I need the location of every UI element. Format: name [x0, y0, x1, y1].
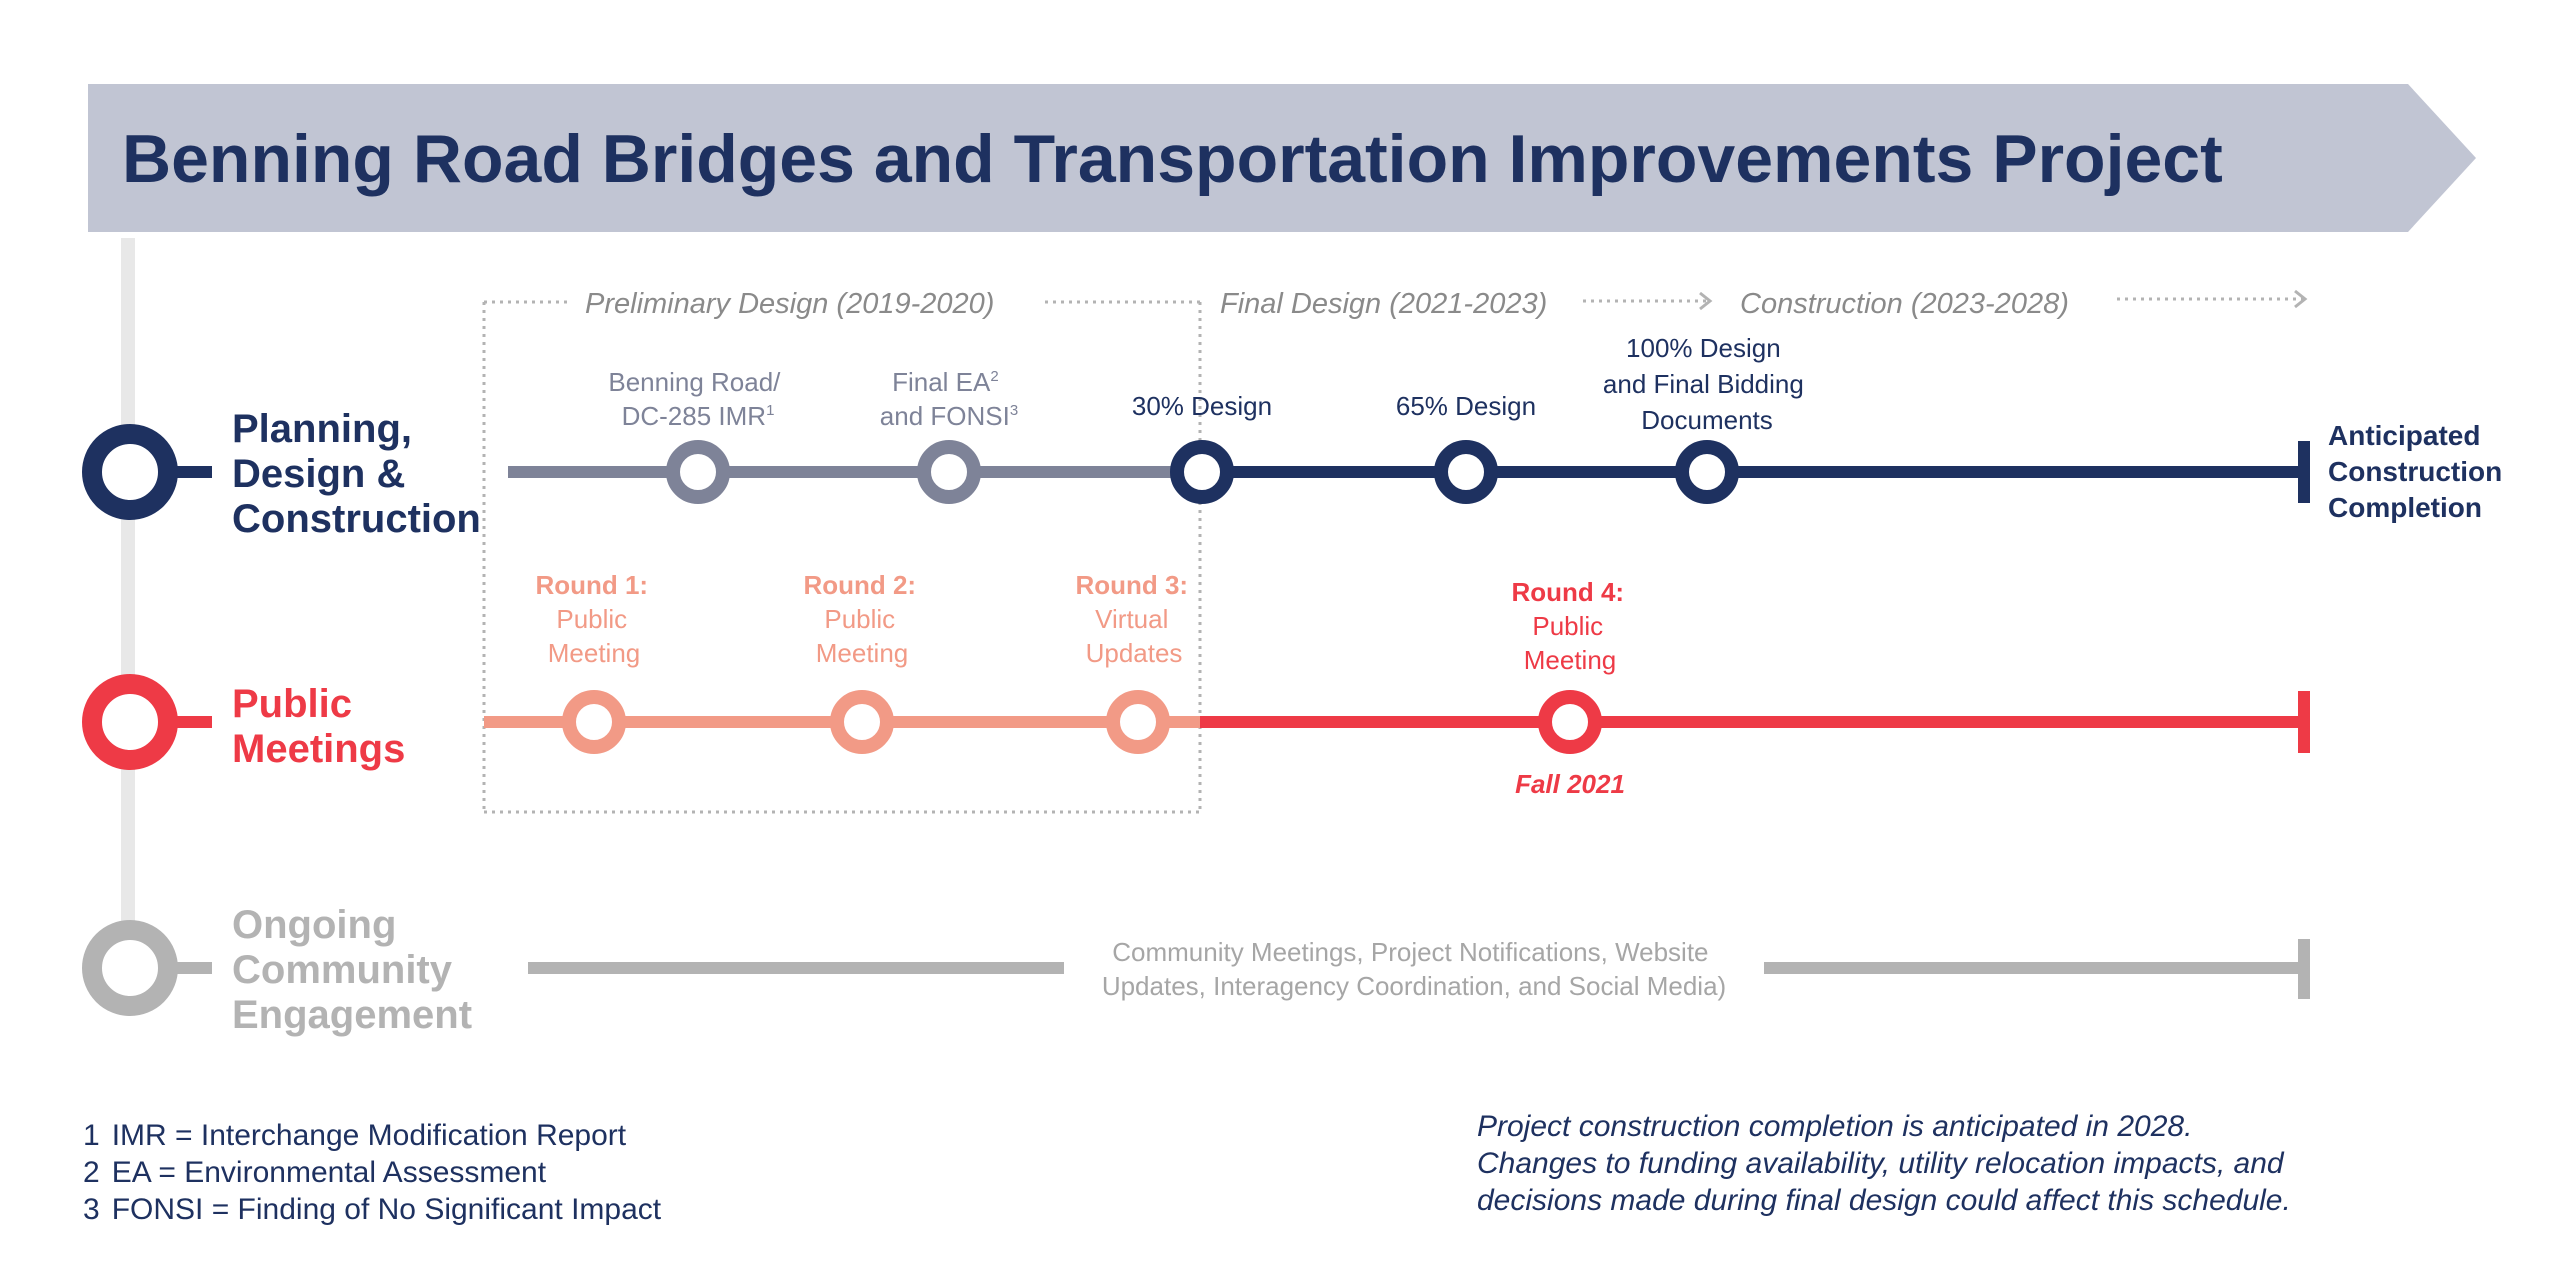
meeting-round-4 — [1538, 690, 1602, 754]
phase-label-preliminary: Preliminary Design (2019-2020) — [585, 288, 994, 320]
milestone-65-design — [1434, 440, 1498, 504]
row-planning-marker — [82, 424, 178, 520]
milestone-30-design-label: 30% Design — [1132, 391, 1272, 421]
milestone-imr — [666, 440, 730, 504]
meeting-round-3-label: Round 3: Virtual Updates — [1075, 570, 1192, 668]
milestone-final-ea-label: Final EA2 and FONSI3 — [880, 357, 1018, 431]
meeting-round-4-date: Fall 2021 — [1515, 769, 1625, 799]
meeting-round-1-label: Round 1: Public Meeting — [535, 570, 652, 668]
footnote-2: 2 EA = Environmental Assessment — [83, 1156, 547, 1189]
meeting-round-3 — [1106, 690, 1170, 754]
milestone-imr-label: Benning Road/ DC-285 IMR1 — [608, 367, 787, 431]
row-public-meetings-label: Public Meetings — [232, 682, 405, 771]
milestone-100-design-label: 100% Design and Final Bidding Documents — [1603, 333, 1811, 435]
final-design-arrow — [1583, 291, 1713, 311]
row-planning: Planning, Design & Construction Benning … — [82, 333, 2510, 541]
footnote-1: 1 IMR = Interchange Modification Report — [83, 1119, 627, 1152]
milestone-65-design-label: 65% Design — [1396, 391, 1536, 421]
schedule-note: Project construction completion is antic… — [1477, 1110, 2292, 1217]
footnotes: 1 IMR = Interchange Modification Report 2… — [83, 1119, 662, 1226]
row-community: Ongoing Community Engagement Community M… — [82, 903, 2310, 1037]
row-public-meetings-marker — [82, 674, 178, 770]
planning-end-label: Anticipated Construction Completion — [2328, 420, 2510, 523]
milestone-30-design — [1170, 440, 1234, 504]
title-banner — [88, 84, 2476, 232]
row-public-meetings: Public Meetings Round 1: Public Meeting … — [82, 570, 2310, 799]
phase-label-construction: Construction (2023-2028) — [1740, 288, 2069, 320]
milestone-final-ea — [917, 440, 981, 504]
footnote-3: 3 FONSI = Finding of No Significant Impac… — [83, 1193, 662, 1226]
meeting-round-1 — [562, 690, 626, 754]
meeting-round-2 — [830, 690, 894, 754]
milestone-100-design — [1675, 440, 1739, 504]
community-description: Community Meetings, Project Notification… — [1102, 937, 1726, 1001]
construction-arrow — [2117, 289, 2308, 309]
meeting-round-4-label: Round 4: Public Meeting — [1511, 577, 1628, 675]
meeting-round-2-label: Round 2: Public Meeting — [803, 570, 920, 668]
phase-label-final: Final Design (2021-2023) — [1220, 288, 1547, 320]
row-community-label: Ongoing Community Engagement — [232, 903, 472, 1037]
row-planning-label: Planning, Design & Construction — [232, 407, 481, 541]
timeline-spine — [121, 238, 135, 988]
row-community-marker — [82, 920, 178, 1016]
page-title: Benning Road Bridges and Transportation … — [122, 121, 2223, 197]
